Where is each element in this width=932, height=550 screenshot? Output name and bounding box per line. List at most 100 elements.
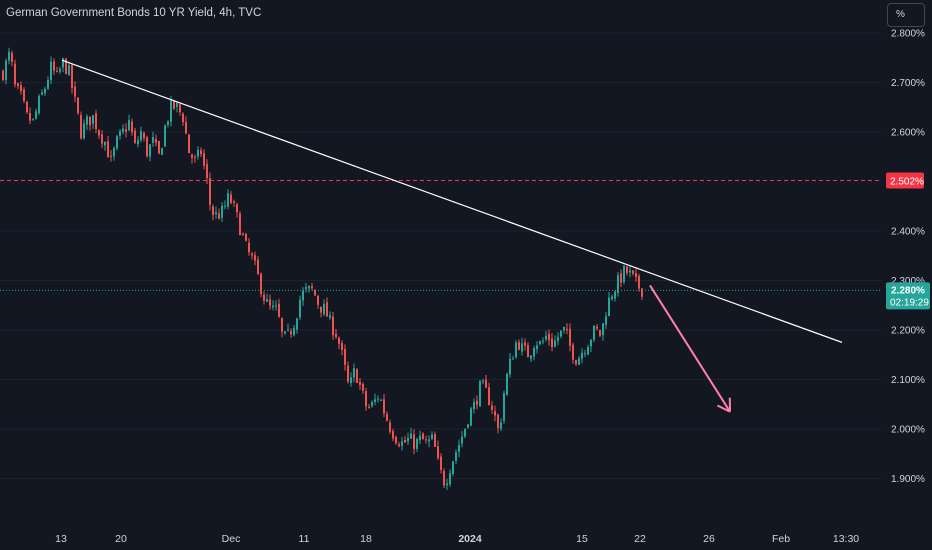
candle-body xyxy=(323,303,325,315)
candle-body xyxy=(542,340,544,342)
candle-body xyxy=(197,149,199,157)
candle-body xyxy=(233,201,235,203)
candle-body xyxy=(575,360,577,365)
candle-body xyxy=(35,111,37,119)
candle-body xyxy=(500,422,502,429)
current-price-label: 2.280% xyxy=(891,285,925,296)
price-tick-label: 2.000% xyxy=(891,425,925,436)
candle-body xyxy=(461,436,463,444)
candle-body xyxy=(356,369,358,383)
candle-body xyxy=(164,125,166,147)
candle-body xyxy=(110,155,112,157)
candle-body xyxy=(566,328,568,331)
candle-body xyxy=(449,473,451,485)
candle-body xyxy=(440,456,442,470)
price-tick-label: 2.300% xyxy=(891,276,925,287)
candle-body xyxy=(359,381,361,385)
candle-body xyxy=(581,352,583,359)
candle-body xyxy=(338,337,340,344)
candle-body xyxy=(116,136,118,149)
candle-body xyxy=(617,275,619,293)
time-tick-label: 15 xyxy=(576,533,588,545)
candle-body xyxy=(236,204,238,213)
candle-body xyxy=(65,58,67,74)
candle-body xyxy=(101,134,103,144)
candle-body xyxy=(158,140,160,154)
candle-body xyxy=(560,330,562,337)
candle-body xyxy=(611,296,613,299)
candle-body xyxy=(5,60,7,80)
candle-body xyxy=(29,112,31,121)
candle-body xyxy=(38,96,40,114)
candle-body xyxy=(92,115,94,124)
candle-body xyxy=(254,255,256,261)
candle-body xyxy=(311,286,313,289)
candle-body xyxy=(404,439,406,443)
candle-body xyxy=(332,316,334,336)
candle-body xyxy=(161,148,163,155)
candle-body xyxy=(257,259,259,275)
candle-body xyxy=(122,128,124,132)
candle-body xyxy=(590,339,592,347)
candle-body xyxy=(287,329,289,331)
candle-body xyxy=(143,132,145,139)
candle-body xyxy=(317,296,319,305)
candle-body xyxy=(518,342,520,350)
candle-body xyxy=(641,288,643,297)
candle-body xyxy=(521,343,523,352)
candle-body xyxy=(614,291,616,299)
candle-body xyxy=(248,242,250,253)
price-axis[interactable]: 2.800% 2.700% 2.600% 2.400% 2.300% 2.200% 2.10… xyxy=(891,29,925,486)
candle-body xyxy=(221,205,223,218)
candle-body xyxy=(368,406,370,408)
candle-body xyxy=(14,63,16,85)
candle-body xyxy=(20,85,22,92)
candle-body xyxy=(260,273,262,294)
trendline[interactable] xyxy=(61,59,843,343)
candle-body xyxy=(278,303,280,317)
candle-body xyxy=(329,315,331,318)
candle-body xyxy=(152,137,154,143)
candle-body xyxy=(98,130,100,136)
candle-body xyxy=(194,156,196,158)
time-axis[interactable]: 13 20 Dec 11 18 2024 15 22 26 Feb 13:30 xyxy=(55,533,859,545)
candle-body xyxy=(383,399,385,414)
candle-body xyxy=(173,100,175,109)
candle-body xyxy=(437,446,439,459)
candle-body xyxy=(428,439,430,442)
candle-body xyxy=(215,212,217,215)
candle-body xyxy=(557,336,559,341)
candle-body xyxy=(608,297,610,317)
candle-body xyxy=(209,178,211,205)
candle-body xyxy=(482,380,484,382)
time-tick-label: 26 xyxy=(703,533,715,545)
candle-body xyxy=(533,348,535,357)
price-badges: 2.502% 2.280%02:19:29 xyxy=(886,172,930,310)
price-tick-label: 1.900% xyxy=(891,474,925,485)
percent-scale-button[interactable]: % xyxy=(887,3,925,27)
level-price-label: 2.502% xyxy=(890,177,924,188)
candle-body xyxy=(335,333,337,338)
candle-body xyxy=(410,433,412,439)
candle-body xyxy=(629,270,631,273)
candle-body xyxy=(227,193,229,207)
candle-body xyxy=(548,333,550,341)
candle-body xyxy=(305,287,307,289)
candle-body xyxy=(524,342,526,346)
candle-body xyxy=(89,116,91,126)
candle-body xyxy=(179,104,181,113)
price-tick-label: 2.600% xyxy=(891,128,925,139)
drawings-layer xyxy=(0,59,882,413)
candle-body xyxy=(59,68,61,72)
candle-body xyxy=(95,113,97,130)
candle-body xyxy=(473,402,475,410)
candle-body xyxy=(539,341,541,344)
candle-body xyxy=(281,318,283,332)
projection-arrow-shaft[interactable] xyxy=(649,284,731,413)
candle-body xyxy=(188,134,190,154)
candle-body xyxy=(563,326,565,331)
candle-body xyxy=(506,373,508,395)
candle-body xyxy=(602,323,604,336)
